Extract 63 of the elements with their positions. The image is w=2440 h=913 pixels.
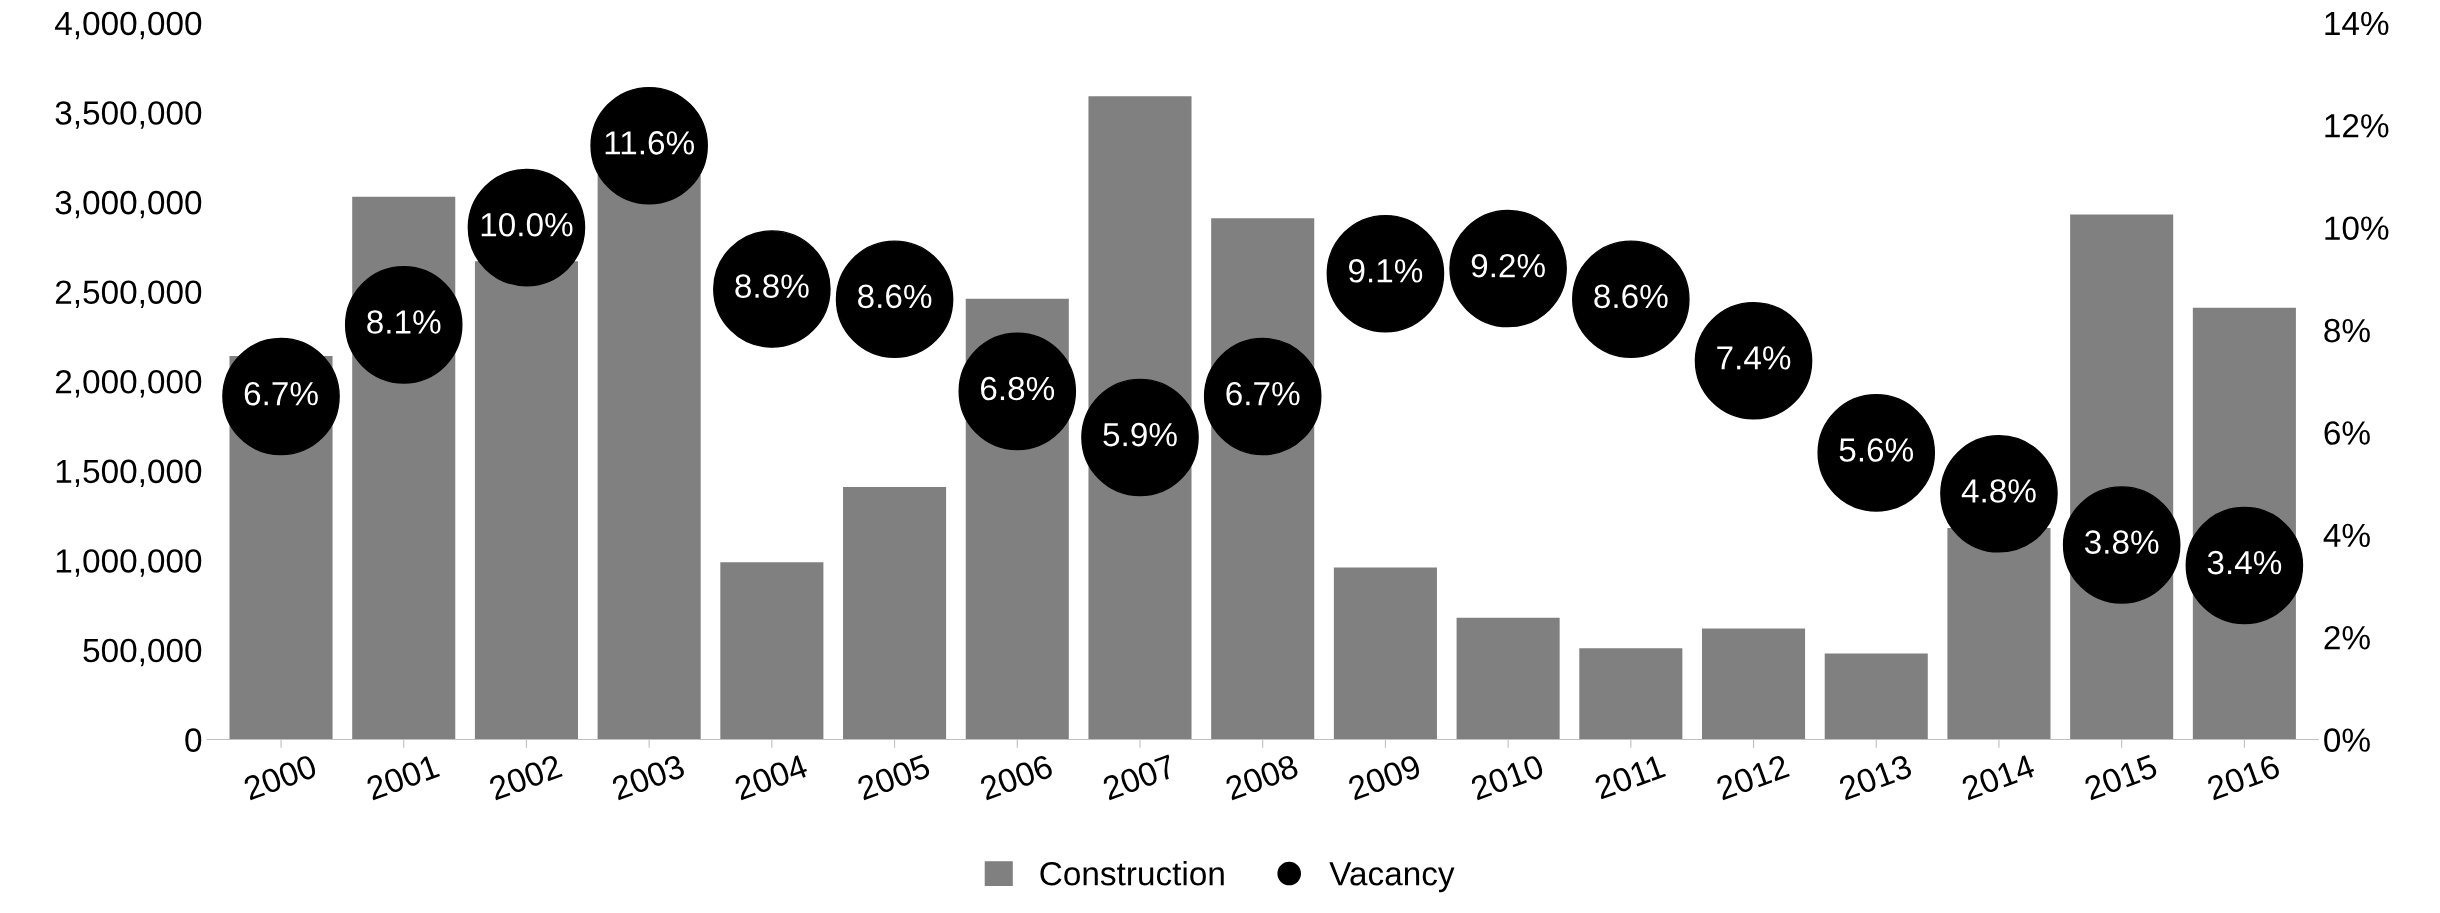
y2-tick-label: 14% <box>2325 11 2389 36</box>
x-tick-label: 2009 <box>1347 754 1422 801</box>
data-label: 5.9% <box>1103 422 1177 447</box>
y-tick-label: 1,000,000 <box>56 549 202 577</box>
bar <box>1702 628 1806 740</box>
data-label: 6.8% <box>980 376 1055 401</box>
y2-tick-label: 10% <box>2325 216 2389 240</box>
y-tick-label: 500,000 <box>83 638 202 667</box>
x-tick-label: 2003 <box>610 754 686 801</box>
x-tick-label: 2006 <box>979 754 1054 801</box>
bar <box>1824 653 1928 740</box>
data-label: 4.8% <box>1961 479 2036 503</box>
y2-tick-label: 12% <box>2325 114 2389 138</box>
y-tick-label: 1,500,000 <box>56 459 202 488</box>
y-tick-label: 3,000,000 <box>55 190 202 219</box>
y2-tick-label: 0% <box>2324 728 2370 752</box>
data-label: 8.1% <box>367 310 441 334</box>
bar <box>1947 528 2051 740</box>
data-label: 11.6% <box>605 131 694 155</box>
x-tick-label: 2011 <box>1593 754 1667 800</box>
data-label: 8.8% <box>735 274 809 298</box>
data-label: 9.1% <box>1348 259 1423 283</box>
bar <box>843 486 947 740</box>
x-tick-label: 2008 <box>1224 754 1300 801</box>
legend-label: Construction <box>1040 861 1224 886</box>
y-tick-label: 0 <box>185 728 202 752</box>
x-tick-label: 2010 <box>1469 753 1545 801</box>
data-label: 3.4% <box>2207 550 2282 575</box>
data-label: 8.6% <box>1594 284 1668 309</box>
bar <box>474 261 578 740</box>
y-tick-label: 2,000,000 <box>55 369 202 398</box>
y-tick-label: 2,500,000 <box>55 280 202 308</box>
y2-tick-label: 8% <box>2324 318 2370 343</box>
data-label: 8.6% <box>858 284 932 309</box>
x-tick-label: 2001 <box>365 754 441 801</box>
x-tick-label: 2013 <box>1837 754 1913 801</box>
y-tick-label: 4,000,000 <box>55 11 202 40</box>
data-label: 5.6% <box>1839 438 1914 462</box>
data-label: 3.8% <box>2084 530 2159 554</box>
data-label: 9.2% <box>1471 253 1545 278</box>
legend-label: Vacancy <box>1329 862 1455 893</box>
y2-tick-label: 6% <box>2324 421 2370 445</box>
y2-tick-label: 2% <box>2324 625 2370 650</box>
x-tick-label: 2015 <box>2083 754 2159 801</box>
y-tick-label: 3,500,000 <box>55 101 202 129</box>
bar <box>1333 567 1437 740</box>
data-label: 6.7% <box>1226 381 1300 406</box>
bar <box>1579 648 1683 740</box>
x-tick-label: 2002 <box>488 754 563 801</box>
bar <box>720 562 824 740</box>
x-tick-label: 2016 <box>2206 754 2281 801</box>
data-label: 7.4% <box>1717 346 1791 370</box>
bar <box>1456 617 1560 740</box>
x-tick-label: 2007 <box>1101 754 1177 801</box>
x-tick-label: 2012 <box>1715 754 1790 801</box>
data-label: 10.0% <box>481 212 573 237</box>
y2-tick-label: 4% <box>2323 523 2370 548</box>
data-label: 6.7% <box>244 381 318 406</box>
x-tick-label: 2014 <box>1960 753 2036 801</box>
x-tick-label: 2005 <box>856 754 932 801</box>
bar <box>597 175 701 740</box>
x-tick-label: 2000 <box>242 753 318 801</box>
x-tick-label: 2004 <box>733 753 809 801</box>
